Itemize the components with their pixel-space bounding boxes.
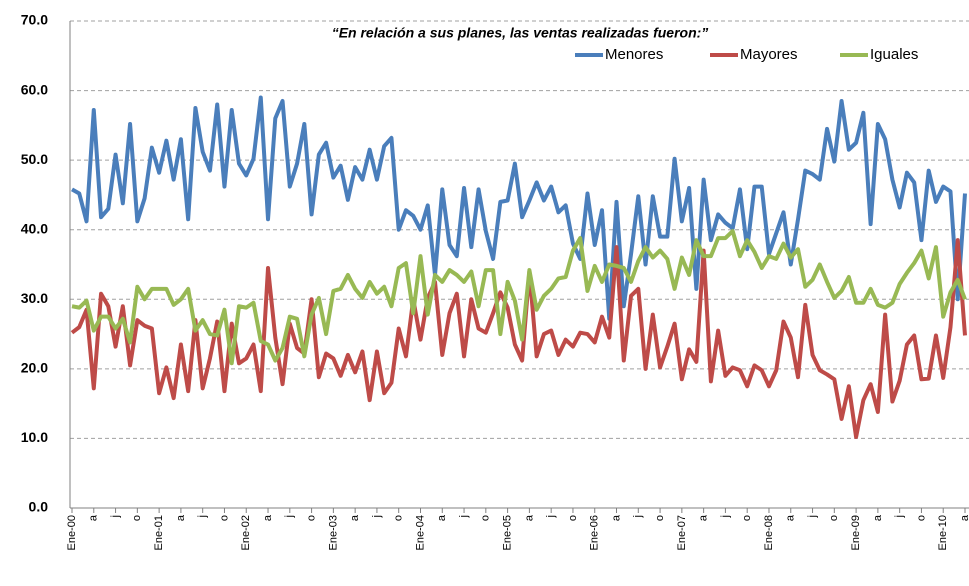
x-tick-label: a	[523, 514, 535, 521]
chart-title: “En relación a sus planes, las ventas re…	[332, 25, 709, 41]
x-tick-label: o	[828, 515, 840, 521]
y-tick-label: 30.0	[21, 290, 48, 306]
legend-label: Iguales	[870, 46, 918, 63]
x-tick-label: j	[109, 515, 121, 518]
x-tick-label: Ene-01	[153, 515, 165, 550]
x-tick-label: j	[632, 515, 644, 518]
x-tick-label: Ene-10	[937, 515, 949, 550]
x-tick-label: a	[959, 514, 969, 521]
x-tick-label: a	[88, 514, 100, 521]
x-tick-label: a	[872, 514, 884, 521]
x-tick-label: o	[305, 515, 317, 521]
x-tick-label: Ene-07	[676, 515, 688, 550]
x-tick-label: Ene-03	[327, 515, 339, 550]
x-tick-label: a	[262, 514, 274, 521]
x-tick-label: j	[894, 515, 906, 518]
x-tick-label: a	[175, 514, 187, 521]
y-tick-label: 0.0	[29, 499, 49, 515]
x-tick-label: Ene-05	[502, 515, 514, 550]
x-tick-label: j	[458, 515, 470, 518]
x-tick-label: j	[371, 515, 383, 518]
x-tick-label: Ene-09	[850, 515, 862, 550]
x-tick-label: j	[719, 515, 731, 518]
x-tick-label: j	[806, 515, 818, 518]
x-tick-label: o	[131, 515, 143, 521]
y-tick-label: 20.0	[21, 360, 48, 376]
x-tick-label: a	[349, 514, 361, 521]
x-tick-label: o	[480, 515, 492, 521]
x-tick-label: a	[436, 514, 448, 521]
legend-label: Mayores	[740, 46, 798, 63]
y-tick-label: 60.0	[21, 81, 48, 97]
x-tick-label: j	[284, 515, 296, 518]
y-tick-label: 50.0	[21, 151, 48, 167]
x-tick-label: Ene-00	[66, 515, 78, 550]
x-tick-label: o	[393, 515, 405, 521]
x-tick-label: Ene-02	[240, 515, 252, 550]
x-tick-label: Ene-04	[414, 515, 426, 550]
x-tick-label: j	[197, 515, 209, 518]
x-tick-label: Ene-06	[589, 515, 601, 550]
y-tick-label: 10.0	[21, 429, 48, 445]
x-tick-label: o	[741, 515, 753, 521]
x-tick-label: a	[698, 514, 710, 521]
series-line	[71, 95, 967, 321]
x-tick-label: a	[610, 514, 622, 521]
x-tick-label: o	[567, 515, 579, 521]
x-tick-label: Ene-08	[763, 515, 775, 550]
x-tick-label: o	[218, 515, 230, 521]
y-tick-label: 40.0	[21, 220, 48, 236]
x-tick-label: o	[654, 515, 666, 521]
x-tick-label: a	[785, 514, 797, 521]
series-line	[70, 238, 967, 440]
x-tick-label: o	[915, 515, 927, 521]
legend-label: Menores	[605, 46, 663, 63]
x-tick-label: j	[545, 515, 557, 518]
series-line	[71, 229, 967, 366]
y-tick-label: 70.0	[21, 12, 48, 28]
